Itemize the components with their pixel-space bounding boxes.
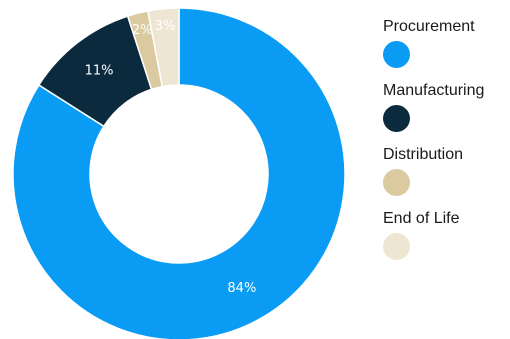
legend-label: Distribution: [383, 144, 508, 166]
data-label-end-of-life: 3%: [155, 19, 176, 34]
legend-swatch: [383, 169, 410, 196]
legend-swatch: [383, 105, 410, 132]
legend-item-distribution: Distribution: [383, 144, 508, 208]
legend-swatch: [383, 41, 410, 68]
legend-label: Manufacturing: [383, 80, 508, 102]
donut-plot: 84% 11% 2% 3%: [0, 0, 360, 339]
data-label-manufacturing: 11%: [85, 63, 114, 78]
data-label-distribution: 2%: [132, 23, 153, 38]
legend-label: End of Life: [383, 208, 508, 230]
legend-item-end-of-life: End of Life: [383, 208, 508, 272]
legend-item-manufacturing: Manufacturing: [383, 80, 508, 144]
legend-item-procurement: Procurement: [383, 16, 508, 80]
legend: Procurement Manufacturing Distribution E…: [383, 16, 508, 272]
data-label-procurement: 84%: [227, 281, 256, 296]
legend-swatch: [383, 233, 410, 260]
legend-label: Procurement: [383, 16, 508, 38]
